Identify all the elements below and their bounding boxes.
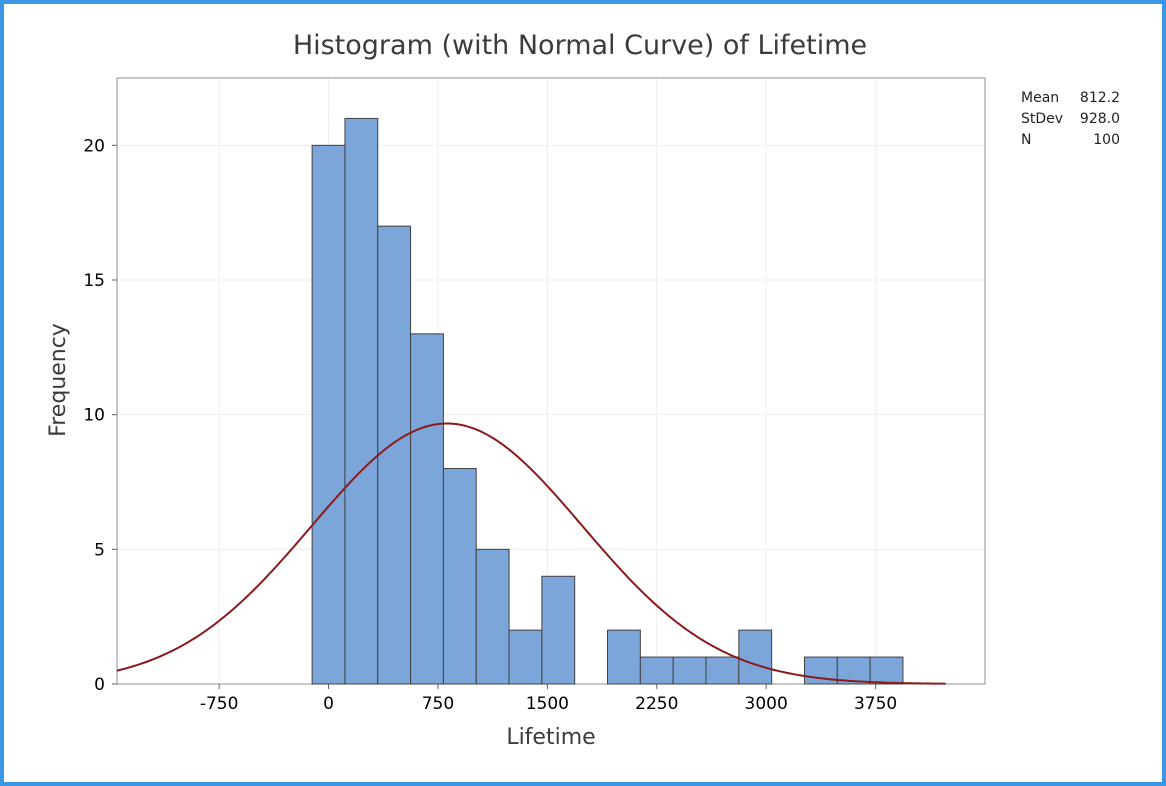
histogram-bar [442,468,477,685]
stat-value: 928.0 [1080,111,1120,127]
x-tick-label: 3000 [745,694,788,714]
x-tick-label: 2250 [635,694,678,714]
x-tick-label: 3750 [854,694,897,714]
y-tick-label: 10 [83,406,105,426]
x-tick-label: 1500 [526,694,569,714]
stats-legend: Mean 812.2 StDev 928.0 N 100 [1021,90,1120,148]
y-axis-label: Frequency [46,323,71,437]
x-tick-label: -750 [200,694,239,714]
histogram-bar [311,144,346,685]
y-tick-label: 0 [94,675,105,695]
chart-title: Histogram (with Normal Curve) of Lifetim… [293,30,867,61]
histogram-bar [738,629,773,685]
stat-value: 812.2 [1080,90,1120,106]
x-tick-label: 750 [422,694,454,714]
histogram-bar [541,575,576,685]
x-tick-label: 0 [323,694,334,714]
stat-value: 100 [1093,132,1120,148]
stat-label: StDev [1021,111,1063,127]
y-tick-label: 5 [94,540,105,560]
histogram-bar [410,333,444,685]
y-axis-ticks: 0 5 10 15 20 [83,136,117,695]
x-axis-ticks: -750 0 750 1500 2250 3000 3750 [200,684,897,714]
histogram-bar [344,117,379,685]
histogram-bar [475,548,510,685]
histogram-bar [869,656,904,685]
y-tick-label: 20 [83,136,105,156]
normal-curve-group [116,422,946,685]
histogram-bar [508,629,543,685]
histogram-bar [639,656,674,685]
histogram-bars [311,117,904,685]
stat-label: N [1021,132,1031,148]
histogram-bar [705,656,740,685]
stat-label: Mean [1021,90,1059,106]
histogram-bar [607,629,641,685]
histogram-bar [377,225,412,685]
x-axis-label: Lifetime [506,725,595,750]
normal-curve [116,422,946,685]
histogram-bar [672,656,707,685]
y-tick-label: 15 [83,271,105,291]
